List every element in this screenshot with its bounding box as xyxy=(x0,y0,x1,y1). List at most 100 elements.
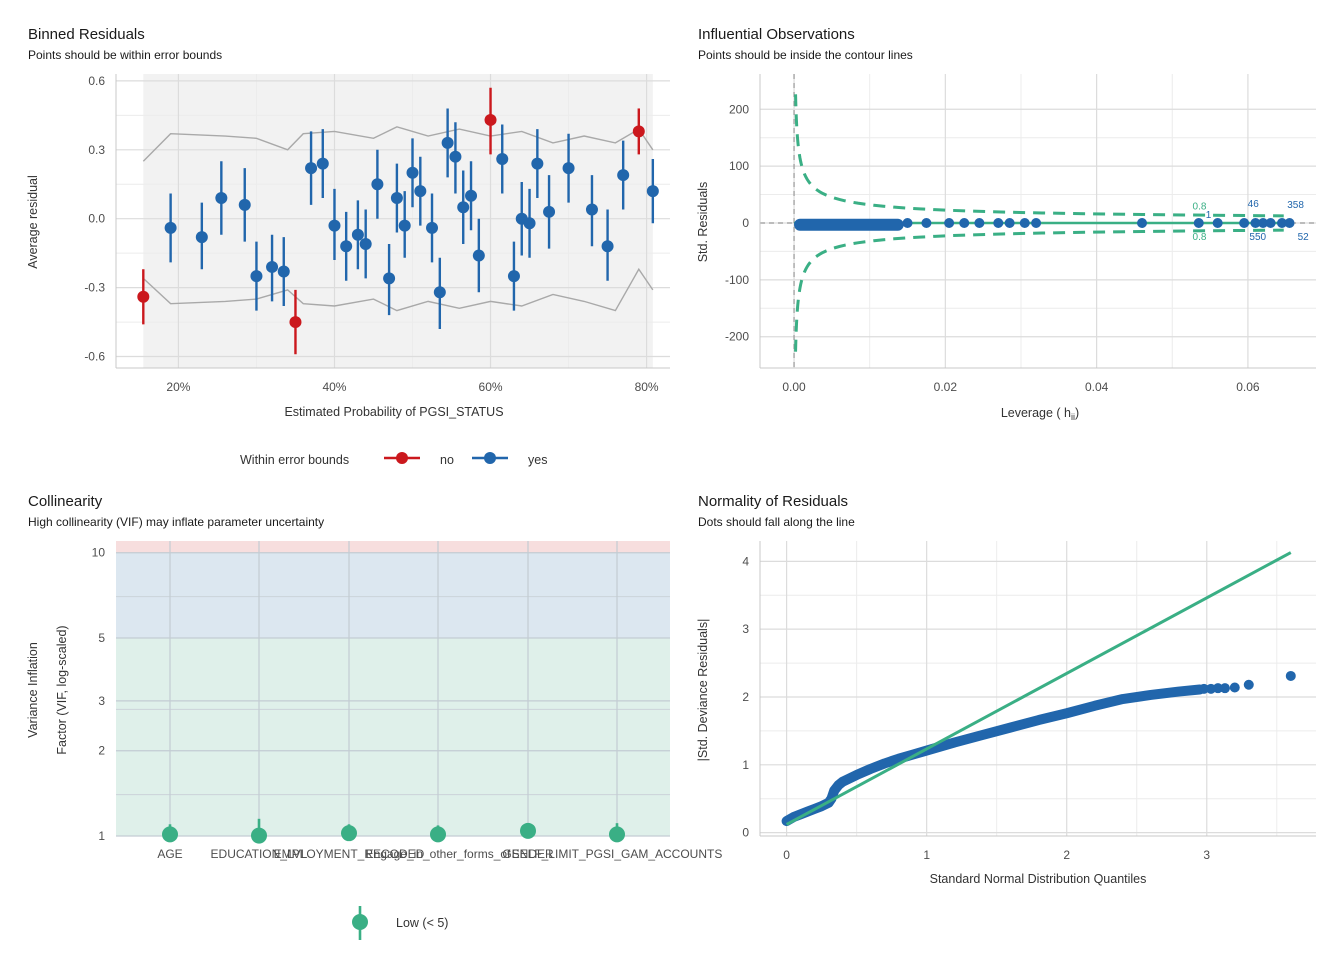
collinearity-title: Collinearity xyxy=(28,493,103,510)
binned-point xyxy=(305,162,318,175)
legend-title: Within error bounds xyxy=(240,453,349,467)
legend-key-low xyxy=(352,906,368,940)
x-tick-label: AGE xyxy=(157,847,182,861)
binned-point xyxy=(164,221,177,234)
contour-label: 0.8 xyxy=(1193,201,1207,212)
y-tick-label: 4 xyxy=(742,554,749,568)
y-tick-label: 0.6 xyxy=(88,74,105,88)
point-label: 1 xyxy=(1206,210,1212,221)
x-tick-label: 20% xyxy=(166,380,190,394)
y-tick-label: 0 xyxy=(742,826,749,840)
binned-point xyxy=(433,286,446,299)
leverage-point xyxy=(1258,217,1269,228)
x-tick-label: 0.06 xyxy=(1236,380,1260,394)
leverage-point xyxy=(1276,217,1287,228)
leverage-point xyxy=(1004,217,1015,228)
normality-reference-line xyxy=(785,551,1292,826)
legend-dot xyxy=(484,452,496,464)
binned-residuals-grid xyxy=(116,74,670,368)
point-label: 52 xyxy=(1298,232,1310,243)
vif-point xyxy=(520,822,536,839)
y-tick-label: 5 xyxy=(98,631,105,645)
leverage-point xyxy=(1031,217,1042,228)
x-tick-label: EDUCATION_LVL xyxy=(211,847,308,861)
binned-point xyxy=(496,152,509,165)
x-tick-label: 80% xyxy=(635,380,659,394)
lower-contour-line xyxy=(794,228,1284,352)
x-tick-label: 0.02 xyxy=(934,380,958,394)
x-tick-label: 40% xyxy=(322,380,346,394)
vif-point xyxy=(341,825,357,842)
leverage-point xyxy=(1239,217,1250,228)
binned-point xyxy=(441,136,454,149)
point-label: 358 xyxy=(1287,200,1304,211)
leverage-point xyxy=(944,217,955,228)
moderate-vif-zone xyxy=(116,552,670,638)
binned-point xyxy=(266,260,279,273)
binned-point xyxy=(359,237,372,250)
binned-point xyxy=(289,316,302,329)
normality-x-label: Standard Normal Distribution Quantiles xyxy=(930,872,1147,886)
sample-point xyxy=(1229,682,1240,693)
x-tick-label: 60% xyxy=(479,380,503,394)
point-label: 46 xyxy=(1248,199,1260,210)
binned-point xyxy=(277,265,290,278)
x-tick-label: EMPLOYMENT_RECODED xyxy=(274,847,425,861)
y-tick-label: 2 xyxy=(98,744,105,758)
binned-point xyxy=(250,270,263,283)
normality-panel: Normality of Residuals Dots should fall … xyxy=(696,493,1316,886)
binned-point xyxy=(646,185,659,198)
influential-subtitle: Points should be inside the contour line… xyxy=(698,48,913,62)
binned-point xyxy=(371,178,384,191)
y-tick-label: 100 xyxy=(729,159,749,173)
leverage-point xyxy=(1212,217,1223,228)
y-tick-label: -200 xyxy=(725,330,749,344)
leverage-point xyxy=(902,217,913,228)
binned-point xyxy=(195,231,208,244)
binned-point xyxy=(457,201,470,214)
vif-point xyxy=(609,826,625,843)
binned-point xyxy=(465,189,478,202)
binned-point xyxy=(632,125,645,138)
binned-point xyxy=(328,219,341,232)
y-tick-label: -0.3 xyxy=(84,281,105,295)
normality-axes: 0 1 2 3 4 3 2 1 0 xyxy=(742,541,1316,862)
leverage-point xyxy=(1137,217,1148,228)
collinearity-panel: Collinearity High collinearity (VIF) may… xyxy=(26,493,722,940)
binned-point xyxy=(507,270,520,283)
collinearity-grid xyxy=(116,541,670,837)
binned-point xyxy=(390,192,403,205)
leverage-point xyxy=(1019,217,1030,228)
influential-axes: 0.00 0.02 0.04 0.06 200 100 0 -100 -200 xyxy=(725,74,1316,394)
binned-point xyxy=(398,219,411,232)
normality-y-label: |Std. Deviance Residuals| xyxy=(696,619,710,762)
binned-point xyxy=(531,157,544,170)
y-tick-label: 1 xyxy=(742,758,749,772)
binned-residuals-points xyxy=(137,87,659,355)
collinearity-axes: 10 5 3 2 1 AGE EDUCATION_LVLEMPLOYMENT_RECODED… xyxy=(92,546,723,861)
binned-point xyxy=(523,217,536,230)
influential-observations-panel: Influential Observations Points should b… xyxy=(696,26,1316,422)
binned-point xyxy=(617,169,630,182)
y-tick-label: 0 xyxy=(742,216,749,230)
binned-point xyxy=(137,290,150,303)
binned-residuals-legend: Within error bounds no yes xyxy=(240,452,547,467)
y-tick-label: 10 xyxy=(92,546,106,560)
binned-residuals-y-label: Average residual xyxy=(26,175,40,269)
point-label: 550 xyxy=(1249,232,1266,243)
upper-contour-line xyxy=(794,94,1284,218)
normality-subtitle: Dots should fall along the line xyxy=(698,515,855,529)
sample-point xyxy=(1285,670,1296,681)
binned-point xyxy=(562,162,575,175)
binned-point xyxy=(351,228,364,241)
y-tick-label: 2 xyxy=(742,690,749,704)
normality-grid xyxy=(760,541,1316,836)
sample-quantiles xyxy=(781,684,1205,827)
low-vif-zone xyxy=(116,637,670,836)
vif-point xyxy=(162,826,178,843)
binned-residuals-x-label: Estimated Probability of PGSI_STATUS xyxy=(284,405,503,419)
legend-key-no xyxy=(384,452,420,464)
binned-residuals-panel: Binned Residuals Points should be within… xyxy=(26,26,670,467)
